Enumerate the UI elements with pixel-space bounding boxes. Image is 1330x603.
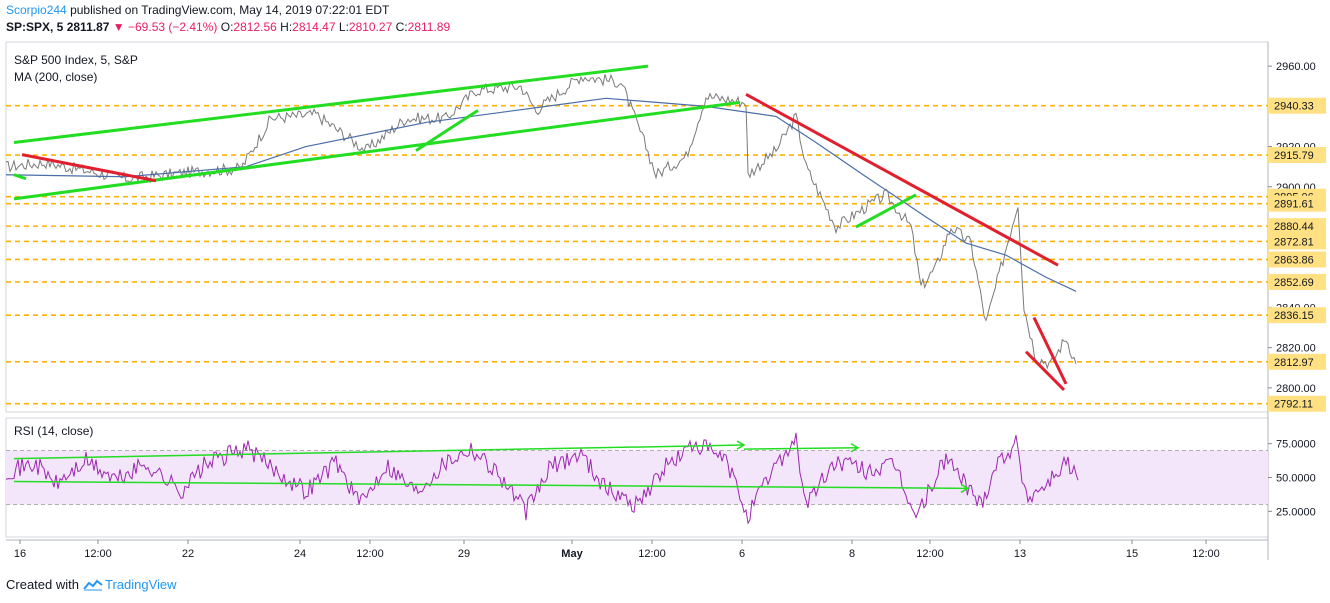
rsi-green-trendline — [13, 444, 745, 460]
rsi-green-trendline — [13, 480, 969, 490]
tradingview-logo-icon — [83, 579, 103, 591]
created-with-text: Created with — [6, 577, 79, 592]
published-text: published on TradingView.com, May 14, 20… — [70, 3, 390, 17]
rsi-band — [6, 450, 1268, 505]
price-tick-label: 2820.00 — [1276, 343, 1316, 355]
rsi-trendline-arrow — [736, 440, 746, 450]
rsi-trendline-arrow — [850, 443, 860, 453]
time-tick-label: 6 — [739, 548, 745, 560]
rsi-tick-label: 75.0000 — [1276, 439, 1316, 451]
symbol-bar: SP:SPX, 5 2811.87 ▼ −69.53 (−2.41%) O:28… — [6, 20, 450, 34]
brand-label: TradingView — [104, 577, 177, 592]
main-pane-frame — [5, 41, 1269, 413]
red-trendline — [21, 153, 157, 183]
support-level-label: 2880.44 — [1274, 221, 1314, 233]
support-level-label: 2891.61 — [1274, 199, 1314, 211]
support-level-label: 2915.79 — [1274, 150, 1314, 162]
ma-indicator-label[interactable]: MA (200, close) — [14, 70, 98, 84]
support-level-label: 2812.97 — [1274, 357, 1314, 369]
green-trendline — [13, 100, 741, 201]
open-label: O: — [220, 20, 234, 34]
down-arrow-icon: ▼ — [112, 20, 125, 34]
support-level-label: 2836.15 — [1274, 310, 1314, 322]
high-value: 2814.47 — [292, 20, 336, 34]
time-tick-label: 24 — [294, 548, 306, 560]
rsi-pane-title[interactable]: RSI (14, close) — [14, 424, 94, 438]
support-level-label: 2852.69 — [1274, 277, 1314, 289]
green-trendline — [855, 193, 917, 229]
time-tick-label: 16 — [14, 548, 26, 560]
rsi-green-trendline — [743, 447, 859, 450]
ma-200-series — [5, 97, 1077, 292]
last-price: 2811.87 — [66, 20, 110, 34]
support-level-tag — [1268, 395, 1326, 412]
low-value: 2810.27 — [348, 20, 393, 34]
support-level-tag — [1268, 233, 1326, 250]
support-level-tag — [1268, 147, 1326, 164]
high-label: H: — [280, 20, 293, 34]
author-link[interactable]: Scorpio244 — [6, 3, 67, 17]
support-level-tag — [1268, 218, 1326, 235]
time-tick-label: May — [561, 548, 583, 560]
price-change: −69.53 (−2.41%) — [128, 20, 218, 34]
footer: Created with TradingView — [6, 577, 177, 592]
rsi-tick-label: 50.0000 — [1276, 473, 1316, 485]
ohlc-values: O:2812.56 H:2814.47 L:2810.27 C:2811.89 — [221, 20, 450, 34]
support-level-tag — [1268, 97, 1326, 114]
time-tick-label: 15 — [1126, 548, 1138, 560]
price-tick-label: 2800.00 — [1276, 383, 1316, 395]
support-level-tag — [1268, 273, 1326, 290]
close-value: 2811.89 — [407, 20, 451, 34]
rsi-trendline-arrow — [960, 483, 970, 493]
tradingview-brand[interactable]: TradingView — [83, 577, 177, 592]
support-level-tag — [1268, 195, 1326, 212]
support-level-label: 2940.33 — [1274, 101, 1314, 113]
support-level-tag — [1268, 251, 1326, 268]
support-level-label: 2792.11 — [1274, 399, 1313, 411]
open-value: 2812.56 — [233, 20, 277, 34]
red-trendline — [1024, 350, 1066, 391]
green-trendline — [415, 109, 479, 152]
time-tick-label: 13 — [1014, 548, 1026, 560]
support-level-tag — [1268, 307, 1326, 324]
price-tick-label: 2960.00 — [1276, 61, 1316, 73]
red-trendline — [1032, 316, 1068, 385]
time-tick-label: 12:00 — [84, 548, 112, 560]
time-tick-label: 8 — [849, 548, 855, 560]
green-trendline — [13, 173, 27, 181]
time-tick-label: 12:00 — [916, 548, 944, 560]
time-tick-label: 12:00 — [1192, 548, 1220, 560]
main-pane-title: S&P 500 Index, 5, S&P — [14, 53, 138, 67]
support-level-label: 2872.81 — [1274, 236, 1314, 248]
red-trendline — [745, 92, 1059, 267]
time-tick-label: 29 — [458, 548, 470, 560]
rsi-tick-label: 25.0000 — [1276, 506, 1316, 518]
time-tick-label: 12:00 — [638, 548, 666, 560]
time-tick-label: 22 — [182, 548, 194, 560]
support-level-label: 2863.86 — [1274, 254, 1314, 266]
support-level-tag — [1268, 353, 1326, 370]
close-label: C: — [395, 20, 408, 34]
time-tick-label: 12:00 — [356, 548, 384, 560]
publish-info: Scorpio244 published on TradingView.com,… — [6, 3, 389, 17]
green-trendline — [13, 64, 649, 145]
symbol-label: SP:SPX, 5 — [6, 20, 64, 34]
low-label: L: — [338, 20, 349, 34]
